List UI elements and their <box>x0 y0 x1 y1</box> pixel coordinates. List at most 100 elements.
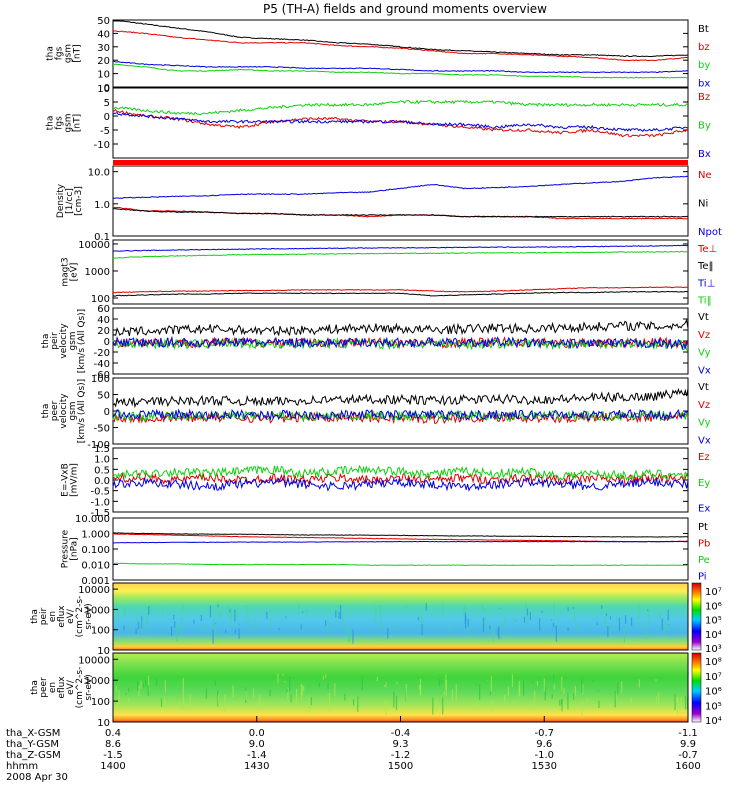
x-axis-value: 9.0 <box>249 739 265 750</box>
x-axis-row-label: hhmm <box>6 761 38 772</box>
spectrogram-texture <box>592 679 594 682</box>
spectrogram-texture <box>526 614 528 626</box>
spectrogram-texture <box>214 680 216 686</box>
spectrogram-texture <box>621 681 623 694</box>
y-tick-label: 0.5 <box>94 465 110 476</box>
spectrogram-texture <box>269 689 271 697</box>
y-tick-label: -20 <box>94 348 110 359</box>
spectrogram-texture <box>638 679 640 688</box>
spectrogram-texture <box>189 694 191 709</box>
legend-entry: Vz <box>698 400 710 411</box>
y-tick-label: 10 <box>97 84 110 95</box>
colorbar-tick-label: 10⁶ <box>705 687 722 698</box>
spectrogram-texture <box>609 616 612 620</box>
spectrogram-texture <box>464 612 466 624</box>
y-tick-label: -100 <box>87 440 110 451</box>
spectrogram-texture <box>125 693 127 696</box>
spectrogram-texture <box>617 682 619 694</box>
spectrogram-texture <box>618 617 621 631</box>
spectrogram-texture <box>220 612 222 619</box>
y-tick-label: -5 <box>100 126 110 137</box>
spectrogram-texture <box>630 617 633 627</box>
series-line-Vy <box>112 337 689 351</box>
spectrogram-texture <box>298 603 300 615</box>
y-tick-label: -10 <box>94 140 110 151</box>
spectrogram-texture <box>604 616 606 627</box>
spectrogram-texture <box>146 612 149 624</box>
spectrogram-texture <box>232 685 234 698</box>
x-axis-row-label: tha_X-GSM <box>6 728 60 739</box>
spectrogram-texture <box>376 676 378 682</box>
series-line-bz <box>112 30 689 62</box>
x-axis-value: 0.4 <box>105 728 121 739</box>
spectrogram-texture <box>118 689 120 705</box>
spectrogram-texture <box>420 614 423 629</box>
spectrogram-texture <box>348 627 350 641</box>
spectrogram-texture <box>238 623 240 625</box>
spectrogram-texture <box>384 684 386 687</box>
y-tick-label: -1.0 <box>90 497 110 508</box>
spectrogram-texture <box>561 698 563 712</box>
y-axis-label-line: velocity <box>59 393 69 429</box>
spectrogram-texture <box>217 694 220 706</box>
y-tick-label: 10 <box>97 646 110 657</box>
y-tick-label: 0 <box>104 112 110 123</box>
spectrogram-texture <box>667 609 669 621</box>
spectrogram-texture <box>680 697 682 706</box>
spectrogram-texture <box>534 691 536 704</box>
spectrogram-texture <box>405 683 407 701</box>
spectrogram-texture <box>384 682 386 687</box>
spectrogram-texture <box>284 681 286 683</box>
spectrogram-texture <box>385 681 387 688</box>
spectrogram-texture <box>318 682 320 688</box>
spectrogram-texture <box>443 690 446 696</box>
spectrogram-texture <box>647 609 649 612</box>
spectrogram-texture <box>395 695 398 710</box>
spectrogram-texture <box>492 625 494 642</box>
colorbar-tick-label: 10⁴ <box>705 630 722 641</box>
spectrogram-texture <box>385 699 387 716</box>
y-axis-label-line: gsm <box>64 44 74 63</box>
spectrogram-texture <box>648 609 650 624</box>
x-axis-value: -1.0 <box>534 750 554 761</box>
spectrogram-texture <box>229 609 231 613</box>
spectrogram-texture <box>586 698 588 702</box>
y-tick-label: -60 <box>94 370 110 381</box>
spectrogram-texture <box>455 684 457 702</box>
spectrogram-texture <box>357 696 359 712</box>
y-axis-label-line: peer <box>50 400 60 421</box>
spectrogram-texture <box>541 610 543 614</box>
panel-frame <box>112 87 689 159</box>
spectrogram-texture <box>447 627 449 632</box>
spectrogram-texture <box>325 674 327 679</box>
spectrogram-texture <box>637 622 639 626</box>
spectrogram-texture <box>137 621 140 630</box>
spectrogram-texture <box>523 680 525 696</box>
spectrogram-texture <box>523 616 526 623</box>
y-axis-label-line: gsm <box>64 113 74 132</box>
spectrogram-texture <box>135 628 137 635</box>
panel-frame <box>112 165 689 237</box>
y-axis-label-line: [nT] <box>73 44 83 62</box>
y-tick-label: 10 <box>97 718 110 729</box>
x-axis-value: 8.6 <box>105 739 121 750</box>
spectrogram-texture <box>483 607 485 614</box>
series-line-Ti‖ <box>112 250 689 259</box>
y-axis-label-line: E=-VxB <box>61 463 71 497</box>
spectrogram-texture <box>561 676 563 691</box>
y-tick-label: 1.0 <box>94 455 110 466</box>
spectrogram-texture <box>300 623 302 630</box>
spectrogram-texture <box>553 684 555 689</box>
spectrogram-texture <box>128 698 130 706</box>
spectrogram-texture <box>663 619 666 635</box>
x-axis-row-label: tha_Z-GSM <box>6 750 61 761</box>
spectrogram-texture <box>489 690 491 696</box>
y-tick-label: 50 <box>97 391 110 402</box>
series-line-Pe <box>112 562 689 566</box>
series-line-by <box>112 63 689 79</box>
spectrogram-texture <box>550 619 553 621</box>
spectrogram-texture <box>123 625 125 631</box>
y-axis-label-line: eflux <box>57 676 67 699</box>
spectrogram-texture <box>234 609 236 622</box>
